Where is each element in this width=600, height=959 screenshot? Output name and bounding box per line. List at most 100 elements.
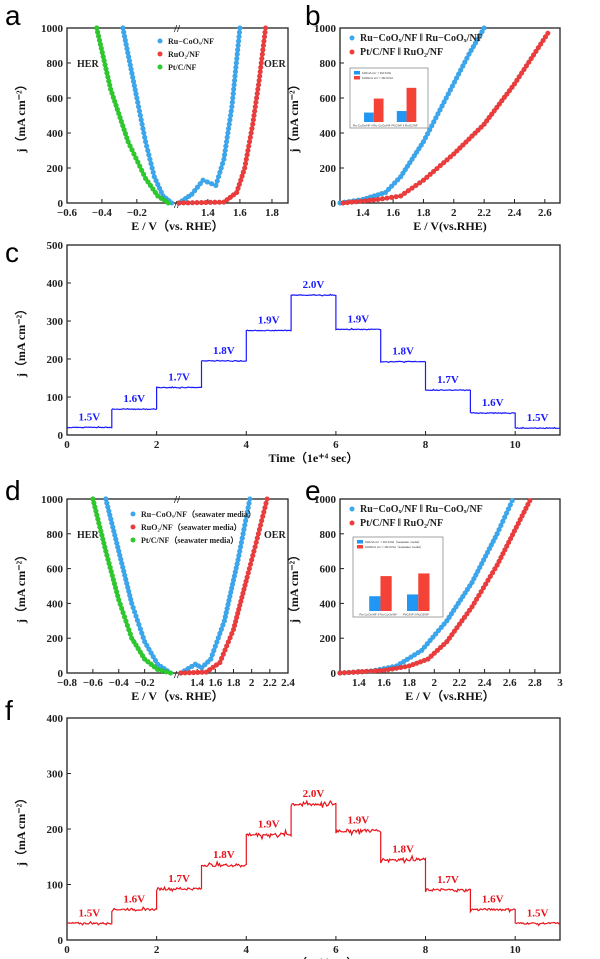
data-point bbox=[236, 29, 243, 36]
inset-category-label: Pt/C/NF ‖ RuO2/NF bbox=[391, 124, 417, 128]
data-point bbox=[137, 163, 143, 169]
data-point bbox=[454, 625, 460, 631]
inset-legend-label: 100mA cm⁻² 1M KOH bbox=[362, 71, 391, 75]
inset-bar bbox=[364, 112, 374, 122]
step-voltage-label: 1.5V bbox=[79, 907, 101, 919]
y-tick-label: 0 bbox=[331, 198, 337, 210]
y-tick-label: 400 bbox=[320, 598, 337, 610]
data-point bbox=[409, 185, 415, 191]
inset-legend-swatch bbox=[354, 76, 360, 80]
data-point bbox=[483, 581, 489, 587]
data-point bbox=[439, 103, 445, 109]
x-tick-label: 8 bbox=[423, 944, 429, 956]
data-point bbox=[401, 190, 408, 197]
data-point bbox=[246, 500, 252, 507]
y-tick-label: 400 bbox=[47, 278, 64, 290]
x-tick-label: 2.4 bbox=[478, 677, 492, 689]
x-tick-label: 4 bbox=[244, 944, 250, 956]
data-point bbox=[509, 498, 515, 504]
data-point bbox=[441, 99, 447, 105]
data-point bbox=[147, 182, 154, 189]
y-tick-label: 0 bbox=[58, 668, 64, 680]
y-tick-label: 100 bbox=[47, 880, 64, 892]
data-point bbox=[426, 127, 433, 133]
legend-label: RuO₂/NF（seawater media） bbox=[141, 522, 242, 532]
plot-frame bbox=[66, 717, 561, 941]
y-tick-label: 400 bbox=[47, 713, 64, 725]
data-point bbox=[540, 37, 546, 44]
y-tick-label: 200 bbox=[47, 163, 64, 175]
data-point bbox=[242, 522, 248, 528]
inset-bar bbox=[418, 573, 430, 611]
data-point bbox=[430, 634, 436, 640]
data-point bbox=[150, 186, 156, 192]
x-tick-label: 1.4 bbox=[190, 677, 204, 689]
data-point bbox=[248, 130, 254, 136]
data-point bbox=[388, 194, 395, 201]
x-tick-label: 8 bbox=[423, 439, 429, 451]
step-voltage-label: 1.8V bbox=[213, 849, 235, 861]
data-point bbox=[476, 592, 482, 599]
her-annotation: HER bbox=[77, 59, 99, 70]
y-axis-label: j（mA cm⁻²） bbox=[13, 549, 28, 624]
panel-e: e 0 200 400 600 800 1000 1.4 1.6 1.8 2 2.2 2.4 2.6 2.8… bbox=[286, 475, 563, 703]
data-point bbox=[441, 641, 447, 648]
legend-label: Ru−CoOₓ/NF ‖ Ru−CoOₓ/NF bbox=[360, 504, 483, 515]
x-tick-label: −0.4 bbox=[109, 677, 130, 689]
plot-frame bbox=[339, 27, 561, 204]
data-point bbox=[180, 200, 187, 206]
data-point bbox=[420, 139, 427, 145]
data-point bbox=[226, 121, 232, 127]
x-tick-label: −0.8 bbox=[57, 677, 78, 689]
data-point bbox=[250, 121, 256, 127]
data-point bbox=[445, 91, 451, 97]
step-voltage-label: 1.5V bbox=[79, 411, 101, 423]
legend-label: Pt/C/NF（seawater media） bbox=[141, 535, 238, 545]
data-point bbox=[470, 44, 477, 50]
legend-marker bbox=[130, 537, 136, 543]
inset-bar bbox=[369, 596, 381, 611]
y-axis-label: j（mA cm⁻²） bbox=[13, 792, 28, 867]
data-point bbox=[237, 544, 244, 550]
data-point bbox=[438, 624, 444, 631]
data-point bbox=[514, 77, 520, 84]
data-point bbox=[264, 496, 270, 502]
inset-legend-swatch bbox=[357, 545, 363, 549]
data-point bbox=[375, 196, 381, 203]
data-point bbox=[138, 117, 144, 123]
data-point bbox=[487, 573, 493, 580]
data-point bbox=[466, 607, 473, 614]
data-point bbox=[437, 162, 444, 169]
data-point bbox=[435, 111, 441, 117]
series-2 bbox=[93, 25, 171, 206]
x-axis-label: E / V（vs. RHE） bbox=[131, 688, 223, 703]
data-point bbox=[203, 199, 209, 206]
y-tick-label: 100 bbox=[47, 392, 64, 404]
data-point bbox=[388, 183, 395, 189]
y-tick-label: 800 bbox=[320, 529, 337, 541]
data-point bbox=[492, 566, 498, 572]
data-point bbox=[242, 160, 249, 167]
x-tick-label: 2.2 bbox=[263, 677, 277, 689]
data-point bbox=[139, 121, 145, 127]
panel-letter: d bbox=[5, 475, 21, 506]
x-tick-label: 2 bbox=[451, 207, 457, 219]
step-voltage-label: 2.0V bbox=[303, 279, 325, 291]
data-point bbox=[144, 642, 150, 649]
inset-bar bbox=[406, 87, 417, 122]
data-point bbox=[533, 48, 539, 55]
data-point bbox=[225, 125, 232, 132]
data-point bbox=[424, 131, 431, 137]
y-tick-label: 200 bbox=[320, 163, 337, 175]
data-point bbox=[459, 618, 465, 624]
data-point bbox=[212, 199, 218, 206]
data-point bbox=[433, 115, 439, 121]
data-point bbox=[125, 139, 131, 145]
data-point bbox=[146, 152, 152, 158]
data-point bbox=[523, 63, 530, 69]
plot-frame bbox=[66, 244, 561, 436]
plot-frame bbox=[339, 498, 561, 674]
inset-legend-label: 1000mA cm⁻² 1M KOH bbox=[362, 76, 393, 80]
inset-bar-chart: 100mA cm⁻² 1M KOH（seawater media）1000mA … bbox=[352, 536, 444, 618]
